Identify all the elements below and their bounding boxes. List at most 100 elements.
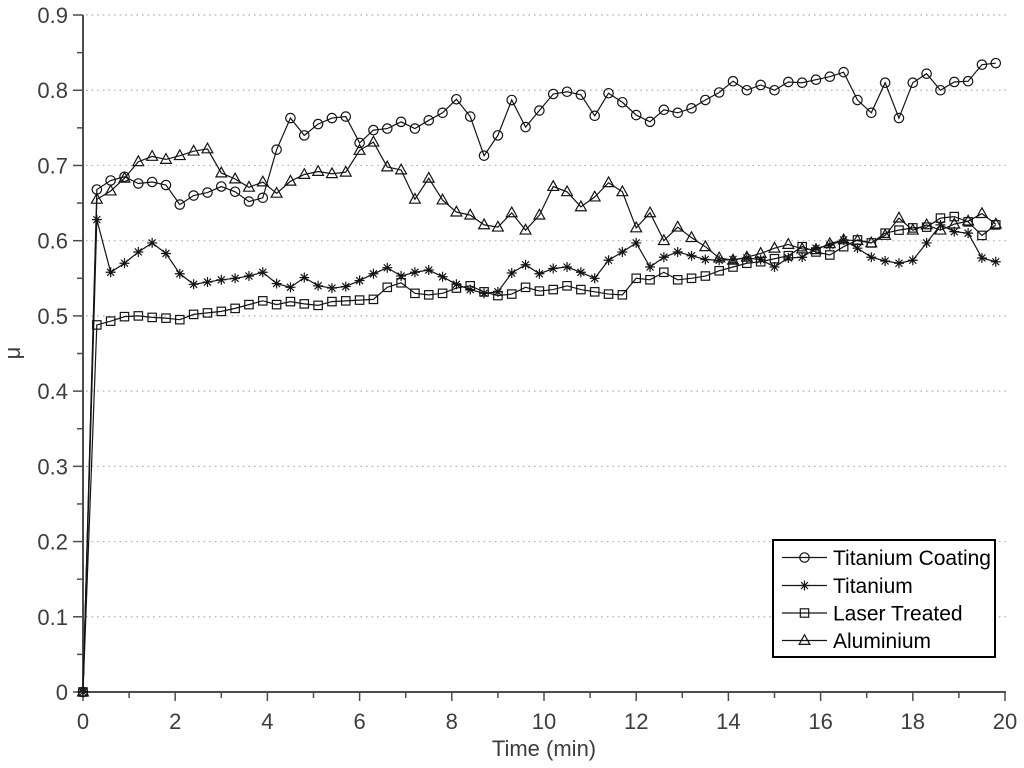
circle-marker [644,116,656,128]
series-line-laser-treated [82,215,997,693]
circle-marker [534,105,545,116]
square-marker [161,313,171,323]
circle-marker [783,76,794,88]
circle-marker [133,178,144,189]
asterisk-marker [755,254,766,265]
asterisk-marker [105,267,116,278]
asterisk-marker [866,252,877,263]
asterisk-marker [382,262,393,273]
asterisk-marker [976,252,987,263]
tick-labels: 0 0.1 0.2 0.3 0.4 0.5 0.6 0.7 0.8 0.9 0 2 4 6 8 10 12 14 1… [37,3,1017,734]
asterisk-marker [506,268,517,279]
circle-marker [285,112,296,124]
square-marker [92,320,102,330]
y-tick-label: 0.8 [37,78,68,103]
triangle-marker [159,152,173,164]
triangle-marker [270,186,284,198]
triangle-marker [643,205,657,218]
triangle-marker [380,159,394,172]
x-tick-label: 8 [446,709,458,734]
square-marker [327,296,337,307]
triangle-marker [947,217,961,229]
circle-marker [879,77,891,89]
legend-label-titanium: Titanium [833,575,913,598]
triangle-marker [325,166,339,179]
legend-entry-aluminium: Aluminium [782,630,931,653]
y-tick-label: 0.3 [37,454,68,479]
asterisk-marker [313,280,324,291]
asterisk-marker [562,262,573,273]
triangle-marker [145,149,159,161]
circle-marker [852,94,863,106]
asterisk-marker [230,273,241,284]
triangle-marker [311,164,325,176]
asterisk-marker [686,250,697,261]
circle-marker [229,186,241,198]
circle-marker [713,87,725,98]
asterisk-marker [243,271,254,282]
triangle-marker [436,193,450,205]
square-marker [105,316,116,326]
series-titanium-coating [77,57,1002,698]
asterisk-marker [147,237,158,248]
square-marker [672,274,683,285]
triangle-marker [629,220,643,233]
asterisk-marker [188,279,199,290]
square-marker [368,294,379,305]
circle-marker [478,150,490,161]
triangle-marker [823,236,837,249]
square-marker [410,288,420,299]
square-marker [257,296,268,306]
legend-label-laser-treated: Laser Treated [833,603,963,626]
asterisk-marker [326,283,337,294]
y-axis-label: μ [0,346,25,360]
legend-label-titanium-coating: Titanium Coating [833,547,991,570]
asterisk-marker [423,265,434,276]
square-marker [216,306,227,317]
triangle-marker [242,180,256,192]
circle-marker [188,190,199,201]
legend-entry-titanium: Titanium [782,575,913,598]
y-tick-label: 0 [56,680,68,705]
legend-entry-laser-treated: Laser Treated [782,603,963,626]
x-tick-label: 10 [532,709,556,734]
asterisk-marker [257,267,268,278]
circle-marker [935,84,946,96]
triangle-marker [519,223,532,235]
square-marker [271,299,282,310]
asterisk-marker [783,252,794,263]
circle-marker [866,107,877,119]
triangle-marker [256,174,270,187]
circle-marker [799,552,810,563]
triangle-marker [76,684,90,697]
square-marker [119,311,130,322]
triangle-marker [781,237,795,249]
series-line-titanium-coating [82,62,996,693]
square-marker [313,300,323,311]
asterisk-marker [714,255,725,266]
asterisk-marker [396,271,407,282]
circle-marker [520,121,531,133]
triangle-marker [546,179,560,192]
square-marker [506,289,517,299]
circle-marker [423,115,435,126]
triangle-marker [491,220,505,232]
circle-marker [492,130,504,141]
square-marker [244,299,254,310]
square-marker [645,274,655,285]
asterisk-marker [799,580,810,591]
square-marker [603,289,614,299]
triangle-marker [104,184,118,196]
square-marker [977,230,987,241]
square-marker [396,278,406,288]
legend-entry-titanium-coating: Titanium Coating [782,547,991,570]
circle-marker [630,109,642,121]
x-axis-label: Time (min) [491,736,597,761]
x-tick-label: 0 [77,709,89,734]
asterisk-marker [728,254,739,265]
square-marker [147,312,157,323]
circle-marker [340,111,352,122]
asterisk-marker [354,275,365,286]
circle-marker [354,137,365,149]
asterisk-marker [160,248,171,259]
